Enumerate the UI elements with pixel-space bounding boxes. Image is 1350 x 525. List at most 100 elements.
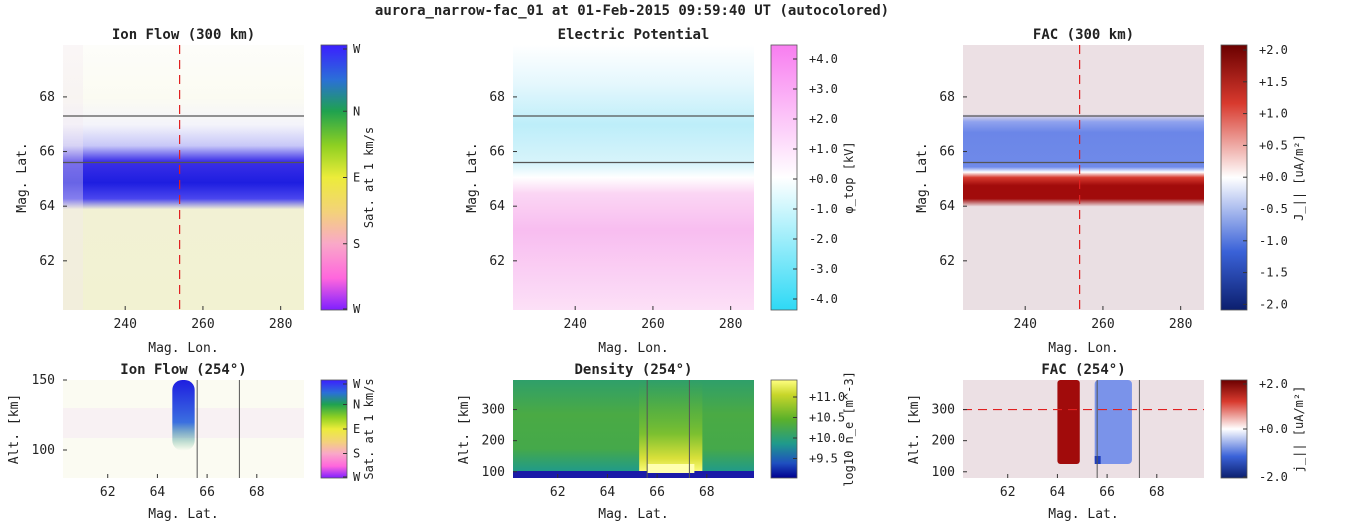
colorbar-tick-label: +10.5: [809, 411, 845, 425]
colorbar-tick-label: +0.0: [1259, 422, 1288, 436]
panel-title: Density (254°): [574, 362, 692, 378]
colorbar-label: J_|| [uA/m²]: [1292, 134, 1306, 221]
colorbar-label: log10 n_e [m^-3]: [842, 371, 856, 487]
colorbar-tick-label: +1.5: [1259, 75, 1288, 89]
panel-ion-flow-300: Ion Flow (300 km) 240 260 280 62 64 66 68 Mag. L…: [15, 27, 376, 356]
figure-title: aurora_narrow-fac_01 at 01-Feb-2015 09:5…: [375, 3, 889, 19]
y-axis-label: Mag. Lat.: [465, 142, 480, 212]
heatmap-field: [513, 45, 754, 310]
y-axis-label: Alt. [km]: [7, 394, 22, 464]
colorbar-tick-label: W: [353, 302, 361, 316]
colorbar-label: φ_top [kV]: [842, 141, 856, 213]
colorbar-tick-label: -2.0: [1259, 470, 1288, 484]
y-tick-label: 300: [482, 403, 505, 418]
y-axis-label: Mag. Lat.: [915, 142, 930, 212]
x-tick-label: 64: [1050, 485, 1066, 500]
x-tick-label: 280: [269, 317, 292, 332]
x-axis-label: Mag. Lat.: [1048, 507, 1118, 522]
panel-fac-254: FAC (254°) 62 64 66 68 100 200 300 Mag. Lat. Alt.…: [907, 362, 1306, 522]
y-tick-label: 66: [39, 145, 55, 160]
y-tick-label: 64: [939, 199, 955, 214]
x-tick-label: 240: [1013, 317, 1036, 332]
colorbar: [1220, 44, 1248, 311]
x-tick-label: 260: [641, 317, 664, 332]
heatmap-field: [963, 380, 1204, 478]
fac-sheet-foot: [1094, 456, 1101, 464]
colorbar-tick-label: W: [353, 377, 361, 391]
colorbar-tick-label: +1.0: [809, 142, 838, 156]
y-tick-label: 62: [489, 254, 505, 269]
x-tick-label: 240: [113, 317, 136, 332]
colorbar-tick-label: -3.0: [809, 262, 838, 276]
fac-upward-sheet: [1057, 380, 1080, 464]
fac-downward-sheet: [1094, 380, 1132, 464]
colorbar-tick-label: S: [353, 447, 360, 461]
y-tick-label: 66: [939, 145, 955, 160]
x-axis-label: Mag. Lon.: [598, 341, 668, 356]
heatmap-field: [963, 45, 1204, 310]
colorbar-tick-label: -2.0: [1259, 297, 1288, 311]
x-tick-label: 260: [191, 317, 214, 332]
colorbar: [770, 379, 798, 479]
density-peak: [647, 464, 695, 473]
colorbar-tick-label: W: [353, 470, 361, 484]
y-tick-label: 100: [932, 465, 955, 480]
colorbar-tick-label: -1.5: [1259, 266, 1288, 280]
panel-ion-flow-254: Ion Flow (254°) 62 64 66 68 100 150 Mag. Lat. Al…: [7, 362, 376, 522]
colorbar-tick-label: +0.5: [1259, 138, 1288, 152]
x-tick-label: 66: [649, 485, 665, 500]
x-tick-label: 62: [100, 485, 116, 500]
y-tick-label: 100: [32, 443, 55, 458]
x-tick-label: 280: [1169, 317, 1192, 332]
colorbar-tick-label: +2.0: [809, 112, 838, 126]
y-tick-label: 62: [939, 254, 955, 269]
colorbar-tick-label: -0.5: [1259, 202, 1288, 216]
panel-title: Ion Flow (300 km): [112, 27, 255, 43]
y-tick-label: 300: [932, 403, 955, 418]
colorbar-tick-label: +1.0: [1259, 107, 1288, 121]
x-axis-label: Mag. Lat.: [598, 507, 668, 522]
y-tick-label: 200: [932, 434, 955, 449]
y-axis-label: Alt. [km]: [907, 394, 922, 464]
y-tick-label: 64: [489, 199, 505, 214]
colorbar-tick-label: E: [353, 171, 360, 185]
x-tick-label: 64: [150, 485, 166, 500]
x-axis-label: Mag. Lat.: [148, 507, 218, 522]
x-tick-label: 66: [1099, 485, 1115, 500]
colorbar: [1220, 379, 1248, 479]
colorbar-tick-label: S: [353, 237, 360, 251]
panel-fac-300: FAC (300 km) 240 260 280 62 64 66 68 Mag. Lon. Ma…: [915, 27, 1306, 356]
x-axis-label: Mag. Lon.: [148, 341, 218, 356]
y-axis-label: Alt. [km]: [457, 394, 472, 464]
colorbar-label: Sat. at 1 km/s: [362, 127, 376, 228]
colorbar-tick-label: -4.0: [809, 292, 838, 306]
x-tick-label: 260: [1091, 317, 1114, 332]
x-tick-label: 240: [563, 317, 586, 332]
colorbar-label: Sat. at 1 km/s: [362, 378, 376, 479]
y-tick-label: 68: [939, 90, 955, 105]
y-tick-label: 68: [39, 90, 55, 105]
y-tick-label: 100: [482, 465, 505, 480]
y-tick-label: 200: [482, 434, 505, 449]
x-tick-label: 68: [699, 485, 715, 500]
density-enhancement: [639, 380, 703, 478]
colorbar: [770, 44, 798, 311]
x-tick-label: 64: [600, 485, 616, 500]
x-tick-label: 280: [719, 317, 742, 332]
colorbar: [320, 379, 348, 479]
x-tick-label: 62: [550, 485, 566, 500]
y-tick-label: 68: [489, 90, 505, 105]
panel-density-254: Density (254°) 62 64 66 68 100 200 300 Mag. Lat.…: [457, 362, 856, 522]
panel-title: FAC (300 km): [1033, 27, 1134, 43]
colorbar-tick-label: +2.0: [1259, 377, 1288, 391]
density-floor: [513, 471, 754, 478]
y-axis-label: Mag. Lat.: [15, 142, 30, 212]
panels: Ion Flow (300 km) 240 260 280 62 64 66 68 Mag. L…: [7, 27, 1306, 522]
y-tick-label: 62: [39, 254, 55, 269]
colorbar-tick-label: W: [353, 42, 361, 56]
y-tick-label: 64: [39, 199, 55, 214]
colorbar-tick-label: -1.0: [1259, 234, 1288, 248]
colorbar-tick-label: +3.0: [809, 82, 838, 96]
colorbar-tick-label: N: [353, 104, 360, 118]
